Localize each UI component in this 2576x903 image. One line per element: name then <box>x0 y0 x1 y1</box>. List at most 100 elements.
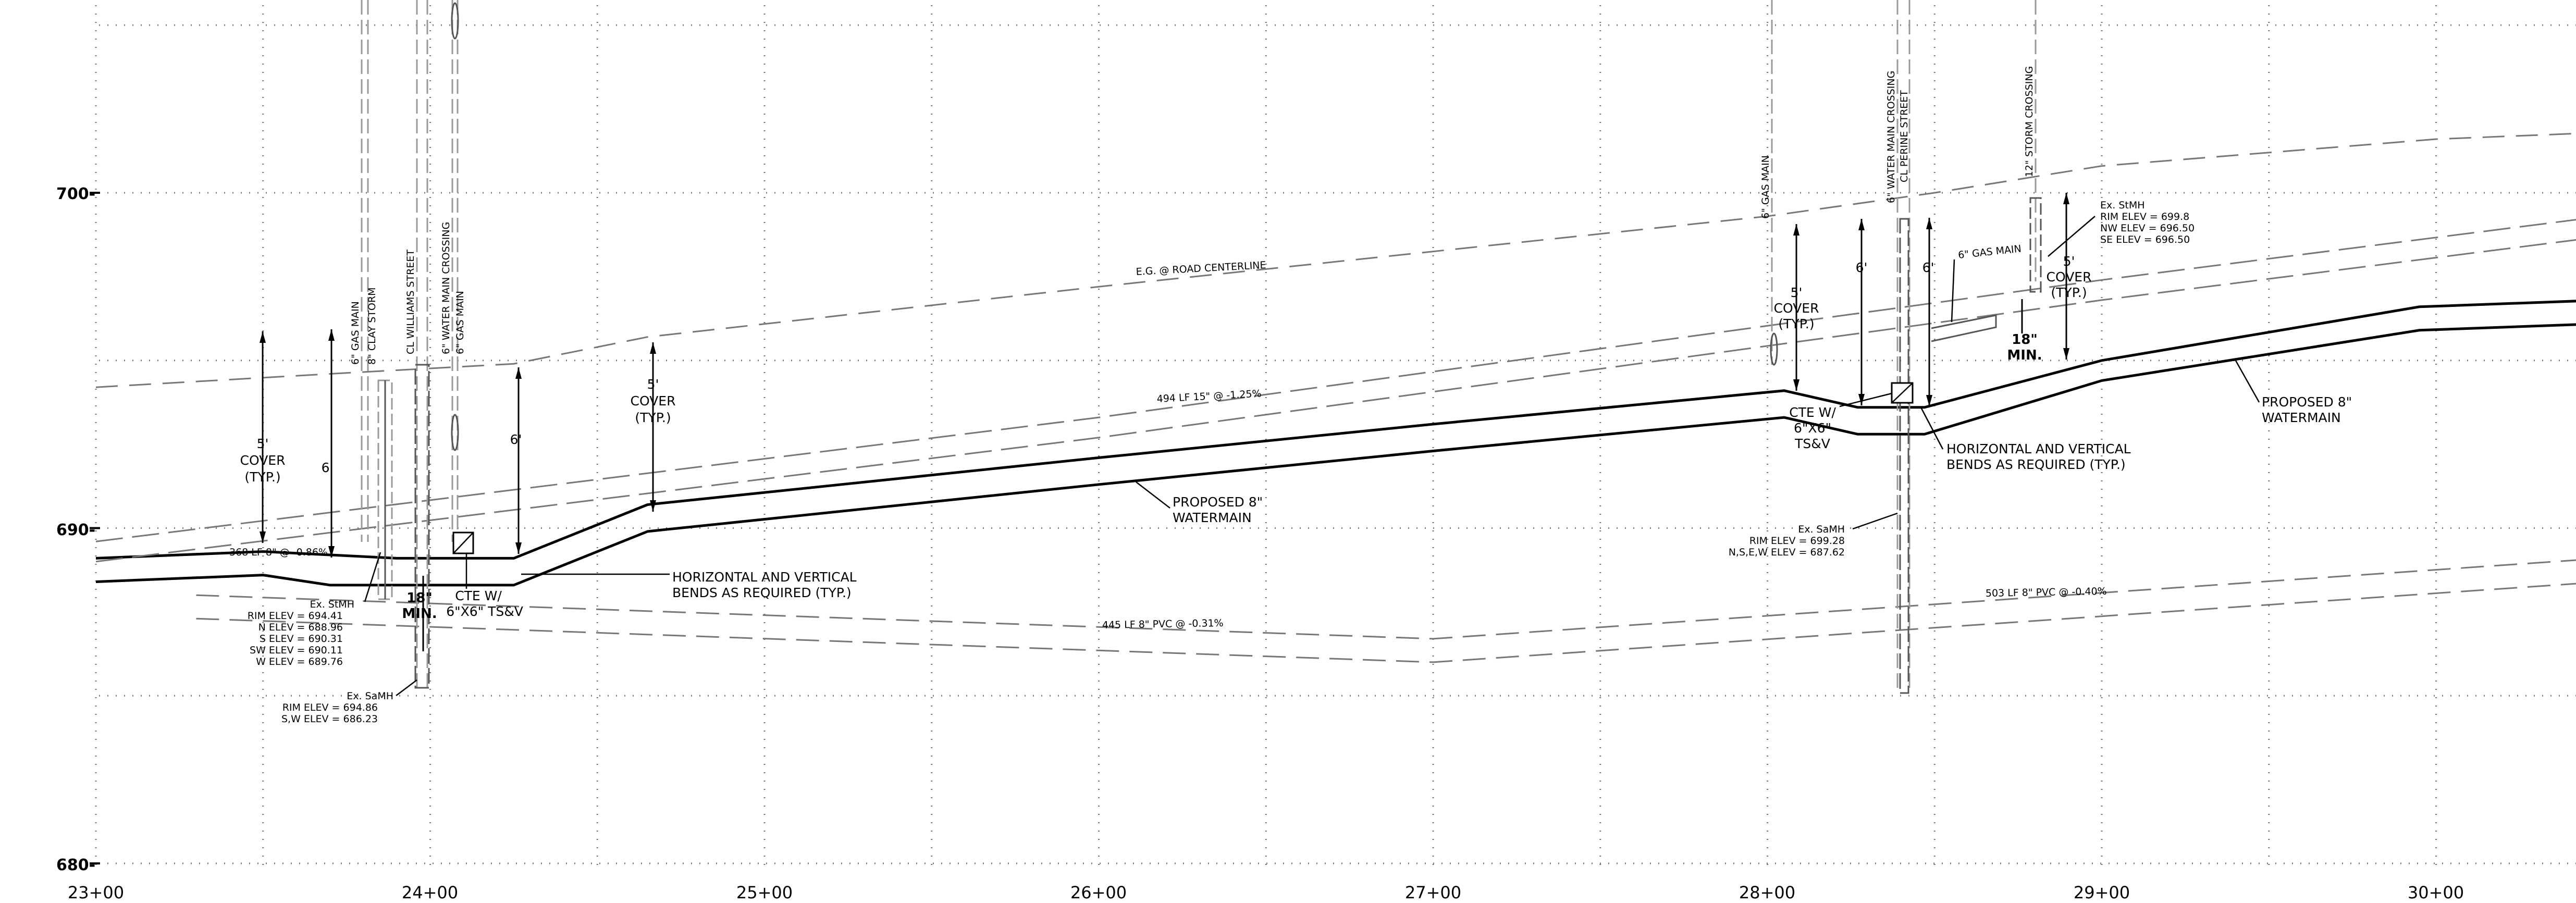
label-storm-crossing: 12" STORM CROSSING <box>2024 66 2035 177</box>
gas-main-cross-ellipse-2 <box>451 414 459 451</box>
label-cte-b3: TS&V <box>1794 436 1830 451</box>
label-cover-c: COVER <box>1774 301 1819 316</box>
crossing-utilities <box>361 0 2042 694</box>
arrow-6ft-b-top <box>515 367 522 379</box>
arrow-5ft-b-bot <box>650 500 656 512</box>
arrow-6ft-d-bot <box>1926 395 1932 406</box>
label-gas-main-2: 6" GAS MAIN <box>454 291 466 354</box>
cte-fitting-2-hatch <box>1891 382 1913 403</box>
label-run-368: 368 LF 8" @ -0.86% <box>229 547 328 558</box>
stmh1-line-4: SW ELEV = 690.11 <box>250 645 343 656</box>
label-run-503: 503 LF 8" PVC @ -0.40% <box>1986 586 2107 599</box>
manhole-data: Ex. StMH RIM ELEV = 694.41 N ELEV = 688.… <box>248 200 2195 725</box>
y-tick-label-690: 690- <box>56 521 95 539</box>
label-5ft-c: 5' <box>1791 285 1803 300</box>
label-6ft-d: 6' <box>1922 260 1934 275</box>
leader-samh2 <box>1852 512 1898 530</box>
x-tick-label-2900: 29+00 <box>2074 883 2130 902</box>
x-tick-labels: 23+00 24+00 25+00 26+00 27+00 28+00 29+0… <box>68 883 2464 902</box>
arrow-5ft-a-top <box>260 331 266 343</box>
x-tick-label-2600: 26+00 <box>1070 883 1127 902</box>
label-bends-a2: BENDS AS REQUIRED (TYP.) <box>672 585 852 600</box>
stmh1-line-3: S ELEV = 690.31 <box>260 633 343 645</box>
label-6ft-c: 6' <box>1856 260 1868 275</box>
profile-existing-grade <box>95 132 2576 388</box>
leader-samh1 <box>396 679 417 696</box>
cte-fittings <box>452 382 1914 554</box>
arrow-6ft-a-top <box>328 329 335 341</box>
label-bends-b1: HORIZONTAL AND VERTICAL <box>1946 441 2131 456</box>
label-cover-a: COVER <box>240 453 286 468</box>
x-tick-label-3000: 30+00 <box>2408 883 2464 902</box>
leaders <box>364 216 2260 696</box>
profiles <box>95 132 2576 663</box>
label-min-b: MIN. <box>2007 348 2042 363</box>
leader-gas-main <box>1951 259 1955 323</box>
arrow-6ft-c-bot <box>1858 394 1865 405</box>
arrow-6ft-c-top <box>1858 219 1865 230</box>
stmh2-line-2: NW ELEV = 696.50 <box>2100 222 2195 234</box>
x-tick-label-2500: 25+00 <box>736 883 793 902</box>
arrow-5ft-a-bot <box>260 531 266 543</box>
label-5ft-b: 5' <box>647 377 659 392</box>
label-6ft-b: 6' <box>510 432 522 447</box>
arrow-6ft-b-bot <box>515 542 522 554</box>
gas-main-short-run <box>1931 314 1997 342</box>
samh1-line-1: RIM ELEV = 694.86 <box>282 702 378 713</box>
stmh2-line-3: SE ELEV = 696.50 <box>2100 234 2190 245</box>
label-min-a: MIN. <box>402 606 437 622</box>
storm-manhole-2 <box>2029 197 2042 293</box>
profile-storm-upper <box>196 559 2576 640</box>
y-tick-label-700: 700- <box>56 185 95 203</box>
arrow-5ft-b-top <box>650 342 656 354</box>
label-pwm-b1: PROPOSED 8" <box>2262 394 2352 410</box>
label-gas-main-3: 6" GAS MAIN <box>1760 155 1771 219</box>
leader-cte-b <box>1839 392 1892 407</box>
label-cover-d: COVER <box>2047 269 2092 284</box>
label-pwm-a2: WATERMAIN <box>1173 510 1252 525</box>
label-typ-c: (TYP.) <box>1778 316 1814 331</box>
profile-sanitary-lower <box>95 239 2576 563</box>
samh1-line-2: S,W ELEV = 686.23 <box>281 713 378 725</box>
label-typ-b: (TYP.) <box>635 410 671 425</box>
x-tick-label-2700: 27+00 <box>1405 883 1461 902</box>
label-gas-main-6: 6" GAS MAIN <box>1957 243 2022 261</box>
stmh1-line-0: Ex. StMH <box>310 599 354 610</box>
label-run-494: 494 LF 15" @ -1.25% <box>1156 388 1262 404</box>
label-water-main-crossing-2: 6" WATER MAIN CROSSING <box>1885 71 1897 203</box>
stmh2-line-0: Ex. StMH <box>2100 200 2145 211</box>
label-bends-a1: HORIZONTAL AND VERTICAL <box>672 570 857 585</box>
x-tick-label-2400: 24+00 <box>402 883 458 902</box>
label-clay-storm: 8" CLAY STORM <box>366 287 378 365</box>
sanitary-manhole-1 <box>414 364 430 689</box>
samh1-line-0: Ex. SaMH <box>347 690 393 702</box>
profile-watermain-top <box>95 300 2576 560</box>
samh2-line-1: RIM ELEV = 699.28 <box>1749 535 1845 547</box>
label-18in-b: 18" <box>2012 332 2038 348</box>
arrow-5ft-d-top <box>2063 193 2069 204</box>
label-gas-main-1: 6" GAS MAIN <box>350 301 361 365</box>
label-bends-b2: BENDS AS REQUIRED (TYP.) <box>1946 457 2126 472</box>
arrow-6ft-a-bot <box>328 546 335 558</box>
gas-main-cross-ellipse-3 <box>1770 332 1778 366</box>
cover-dimensions <box>260 193 2069 651</box>
cte-fitting-1-hatch <box>453 532 474 554</box>
label-water-main-crossing-1: 6" WATER MAIN CROSSING <box>440 222 452 354</box>
arrow-5ft-d-bot <box>2063 348 2069 360</box>
label-cl-perine: CL PERINE STREET <box>1899 90 1910 182</box>
y-tick-label-680: 680- <box>56 856 95 874</box>
samh2-line-0: Ex. SaMH <box>1798 524 1845 535</box>
stmh1-line-1: RIM ELEV = 694.41 <box>248 610 343 622</box>
profile-watermain-bottom <box>95 323 2576 587</box>
sanitary-manhole-2 <box>1899 218 1909 694</box>
arrow-6ft-d-top <box>1926 218 1932 229</box>
label-cte-b1: CTE W/ <box>1789 405 1836 420</box>
axes <box>90 192 100 864</box>
stmh1-line-2: N ELEV = 688.96 <box>258 622 343 633</box>
label-typ-a: (TYP.) <box>244 469 280 485</box>
leader-pwm-b <box>2235 360 2260 403</box>
arrow-5ft-c-top <box>1793 224 1799 236</box>
label-eg-road: E.G. @ ROAD CENTERLINE <box>1136 259 1266 278</box>
label-cte-b2: 6"X6" <box>1794 420 1831 436</box>
label-pwm-a1: PROPOSED 8" <box>1173 494 1263 510</box>
